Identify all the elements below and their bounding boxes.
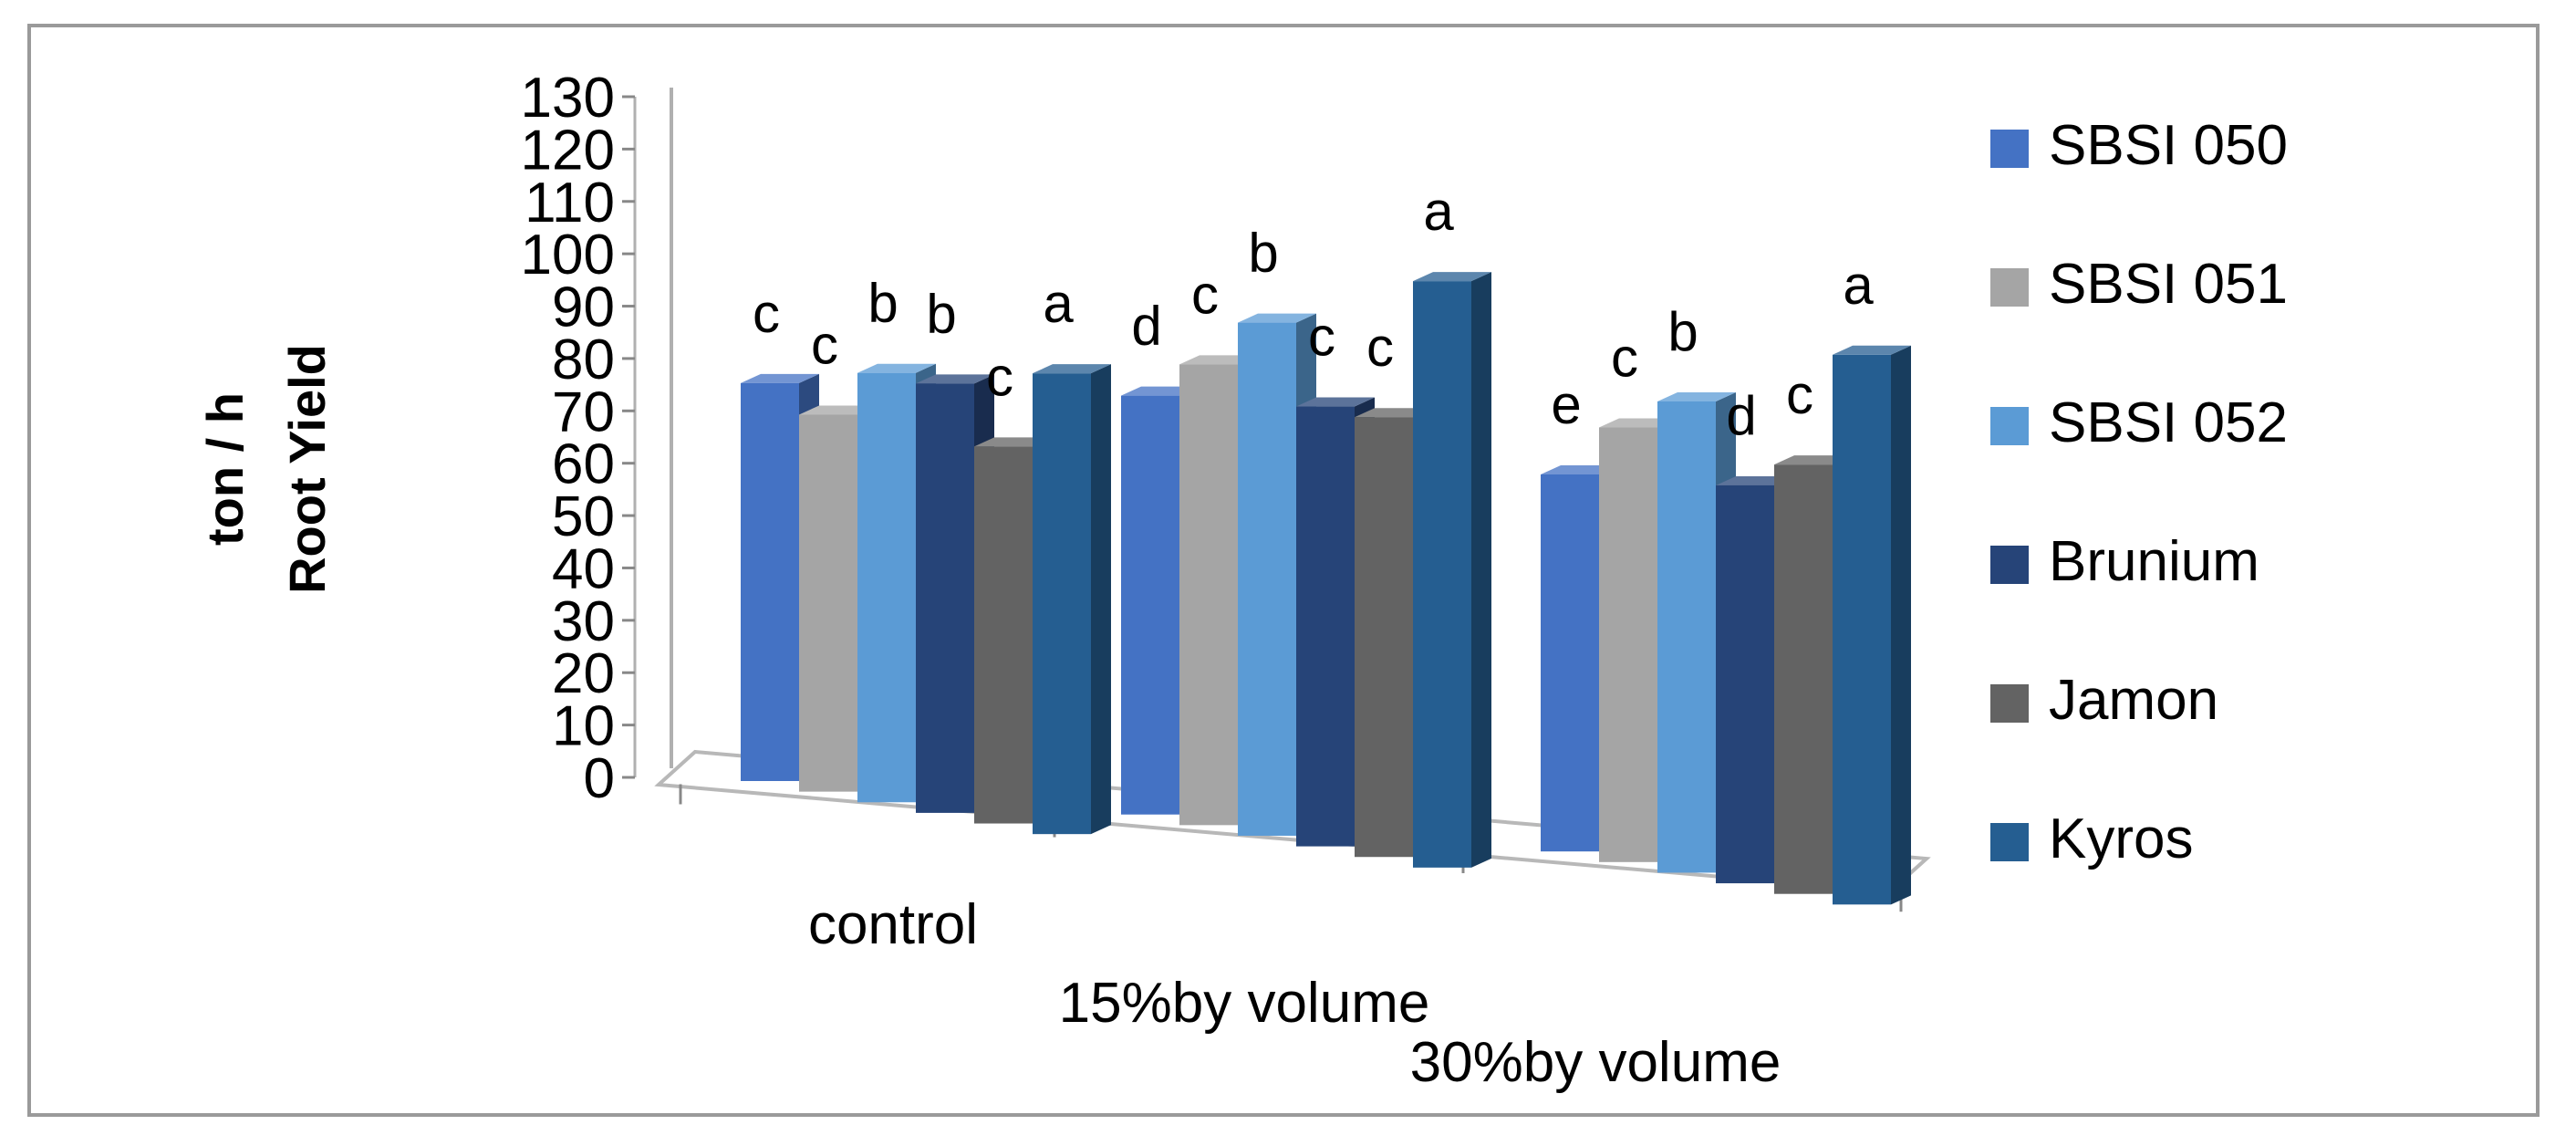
- significance-label: a: [1043, 273, 1074, 334]
- y-tick-label: 40: [552, 537, 615, 600]
- legend-item-brunium: Brunium: [1990, 530, 2259, 593]
- legend-swatch: [1990, 407, 2029, 445]
- significance-label: a: [1843, 255, 1874, 316]
- bar-side: [1091, 364, 1111, 835]
- bar-front: [974, 446, 1033, 824]
- bar-front: [1774, 464, 1833, 894]
- y-tick-label: 0: [584, 747, 615, 810]
- y-tick-label: 20: [552, 642, 615, 705]
- bar-front: [1833, 354, 1891, 905]
- bar-front: [1179, 364, 1238, 826]
- bar-top: [916, 374, 994, 384]
- legend-label: Brunium: [2049, 530, 2259, 593]
- bar-top: [857, 363, 936, 373]
- y-tick-label: 30: [552, 590, 615, 653]
- legend-label: Jamon: [2049, 669, 2218, 732]
- bar-kyros-2: [1833, 345, 1911, 905]
- legend-swatch: [1990, 130, 2029, 168]
- significance-label: d: [1131, 296, 1161, 357]
- y-axis-label-line: ton / h: [196, 392, 254, 546]
- bar-top: [1657, 391, 1736, 401]
- significance-label: d: [1726, 385, 1756, 446]
- category-label: 15%by volume: [1059, 972, 1430, 1035]
- y-tick-label: 130: [521, 67, 615, 130]
- bar-kyros-0: [1033, 364, 1111, 835]
- y-tick-label: 90: [552, 276, 615, 339]
- y-tick-label: 50: [552, 485, 615, 548]
- legend-item-sbsi-051: SBSI 051: [1990, 253, 2288, 316]
- legend-label: SBSI 052: [2049, 391, 2288, 454]
- legend-item-sbsi-050: SBSI 050: [1990, 114, 2288, 177]
- bar-top: [1413, 272, 1491, 282]
- y-tick-label: 120: [521, 119, 615, 182]
- bar-front: [1033, 373, 1091, 835]
- legend-swatch: [1990, 684, 2029, 723]
- category-label: 30%by volume: [1410, 1031, 1781, 1094]
- bar-side: [1471, 272, 1491, 868]
- y-tick-label: 100: [521, 224, 615, 286]
- significance-label: c: [1366, 317, 1394, 378]
- bar-top: [741, 373, 819, 383]
- legend-label: Kyros: [2049, 807, 2193, 870]
- bar-brunium-1: [1296, 397, 1375, 847]
- bar-front: [799, 414, 857, 792]
- bar-front: [857, 372, 916, 803]
- significance-label: c: [1786, 364, 1813, 425]
- bar-top: [1833, 345, 1911, 355]
- y-axis-label: ton / h Root Yield: [196, 344, 336, 594]
- chart-svg: ton / h Root Yield 0102030405060708090100…: [196, 67, 2288, 1094]
- bar-front: [1541, 474, 1599, 852]
- category-label: control: [808, 893, 978, 956]
- y-tick-label: 110: [525, 172, 615, 234]
- significance-label: c: [811, 314, 838, 375]
- legend-item-sbsi-052: SBSI 052: [1990, 391, 2288, 454]
- y-tick-label: 60: [552, 433, 615, 496]
- significance-label: b: [1667, 301, 1698, 362]
- bar-top: [1033, 364, 1111, 374]
- y-tick-label: 10: [552, 695, 615, 758]
- significance-label: e: [1551, 374, 1581, 435]
- bar-top: [1296, 397, 1375, 407]
- significance-label: b: [926, 283, 956, 344]
- bar-front: [1355, 417, 1413, 858]
- bar-kyros-1: [1413, 272, 1491, 868]
- legend-label: SBSI 051: [2049, 253, 2288, 316]
- significance-label: c: [1191, 264, 1219, 325]
- bar-top: [1238, 313, 1316, 323]
- significance-label: b: [867, 273, 898, 334]
- legend-item-kyros: Kyros: [1990, 807, 2193, 870]
- significance-label: b: [1248, 223, 1278, 284]
- legend-swatch: [1990, 823, 2029, 861]
- significance-label: c: [753, 283, 780, 344]
- significance-label: c: [1611, 328, 1638, 389]
- bar-front: [1599, 427, 1657, 862]
- significance-label: c: [986, 346, 1013, 407]
- bar-front: [916, 383, 974, 813]
- bars: [741, 272, 1911, 905]
- bar-front: [1121, 395, 1179, 815]
- chart-frame: ton / h Root Yield 0 10 20 30 40 50 60 70 80 90 100…: [27, 24, 2540, 1117]
- legend: SBSI 050 SBSI 051 SBSI 052 Brunium Jamon Kyro…: [1990, 114, 2288, 870]
- y-tick-label: 70: [552, 380, 615, 443]
- bar-front: [1296, 406, 1355, 847]
- legend-item-jamon: Jamon: [1990, 669, 2218, 732]
- bar-front: [1413, 281, 1471, 868]
- bar-front: [1238, 322, 1296, 836]
- y-axis-label-line: Root Yield: [278, 344, 336, 594]
- legend-swatch: [1990, 268, 2029, 307]
- bar-side: [1891, 345, 1911, 905]
- significance-label: a: [1423, 181, 1454, 242]
- legend-swatch: [1990, 546, 2029, 584]
- bar-front: [741, 382, 799, 781]
- significance-label: c: [1308, 307, 1335, 368]
- legend-label: SBSI 050: [2049, 114, 2288, 177]
- bar-front: [1657, 401, 1716, 873]
- y-tick-label: 80: [552, 328, 615, 391]
- bar-front: [1716, 484, 1774, 884]
